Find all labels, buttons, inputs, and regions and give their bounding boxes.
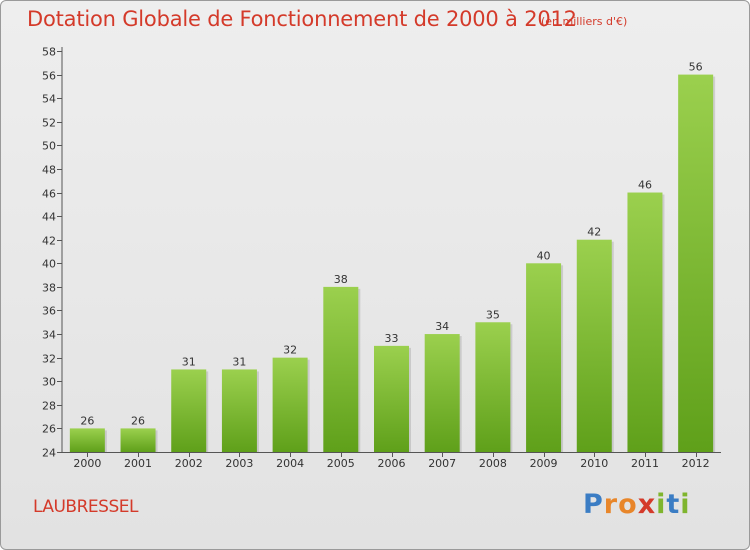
value-label: 35: [486, 308, 500, 321]
value-label: 31: [232, 355, 246, 368]
bar: [69, 428, 105, 452]
chart-axes: 24 26 28 30 32 34 36 38 40 42 44 46 48 50 52 54 56 58 2000…: [42, 46, 721, 470]
x-tick-label: 2010: [580, 457, 608, 470]
x-tick-label: 2007: [428, 457, 456, 470]
x-tick-label: 2004: [276, 457, 304, 470]
value-label: 42: [587, 226, 601, 239]
x-tick-label: 2000: [73, 457, 101, 470]
logo-letter: x: [637, 489, 657, 520]
logo-letter: t: [666, 489, 681, 520]
logo-letter: i: [656, 489, 667, 520]
bar: [526, 263, 562, 452]
bar: [424, 334, 460, 452]
value-label: 38: [334, 273, 348, 286]
y-tick-label: 42: [42, 235, 56, 248]
logo-letter: P: [583, 489, 604, 520]
value-label: 34: [435, 320, 449, 333]
bar: [323, 286, 359, 452]
x-tick-label: 2005: [327, 457, 355, 470]
x-tick-label: 2011: [631, 457, 659, 470]
y-tick-label: 36: [42, 305, 56, 318]
y-tick-label: 24: [42, 447, 56, 460]
bar-series: [69, 74, 716, 453]
data-labels: 26 26 31 31 32 38 33 34 35 40 42 46 56: [80, 61, 702, 428]
y-tick-label: 34: [42, 329, 56, 342]
logo-letter: o: [618, 489, 638, 520]
chart-title: Dotation Globale de Fonctionnement de 20…: [27, 7, 577, 31]
y-tick-label: 56: [42, 70, 56, 83]
logo-letter: i: [680, 489, 691, 520]
bar: [678, 74, 714, 453]
value-label: 26: [131, 414, 145, 427]
value-label: 26: [80, 414, 94, 427]
value-label: 31: [182, 355, 196, 368]
commune-name: LAUBRESSEL: [33, 497, 138, 517]
proxiti-logo[interactable]: Proxiti: [583, 489, 691, 520]
x-tick-label: 2006: [378, 457, 406, 470]
bar: [374, 345, 409, 452]
y-tick-label: 58: [42, 46, 56, 59]
x-tick-label: 2009: [530, 457, 558, 470]
y-tick-label: 26: [42, 423, 56, 436]
y-tick-label: 54: [42, 93, 56, 106]
x-tick-label: 2012: [682, 457, 710, 470]
x-tick-label: 2003: [225, 457, 253, 470]
x-tick-label: 2001: [124, 457, 152, 470]
bar: [272, 357, 308, 452]
bar: [221, 369, 257, 452]
y-tick-label: 44: [42, 211, 56, 224]
x-tick-label: 2002: [175, 457, 203, 470]
bar: [627, 192, 663, 452]
value-label: 33: [385, 332, 399, 345]
bar: [576, 239, 612, 452]
y-tick-label: 40: [42, 258, 56, 271]
y-tick-label: 30: [42, 376, 56, 389]
y-tick-label: 46: [42, 188, 56, 201]
bar: [120, 428, 156, 452]
y-tick-label: 38: [42, 282, 56, 295]
y-tick-label: 28: [42, 400, 56, 413]
value-label: 56: [689, 61, 703, 74]
y-tick-label: 52: [42, 117, 56, 130]
bar: [475, 322, 511, 452]
value-label: 32: [283, 344, 297, 357]
y-tick-label: 48: [42, 164, 56, 177]
x-tick-label: 2008: [479, 457, 507, 470]
value-label: 46: [638, 179, 652, 192]
bar: [171, 369, 207, 452]
value-label: 40: [537, 249, 551, 262]
logo-letter: r: [603, 489, 619, 520]
y-tick-label: 50: [42, 140, 56, 153]
chart-unit: (en milliers d'€): [541, 15, 628, 28]
y-tick-label: 32: [42, 353, 56, 366]
